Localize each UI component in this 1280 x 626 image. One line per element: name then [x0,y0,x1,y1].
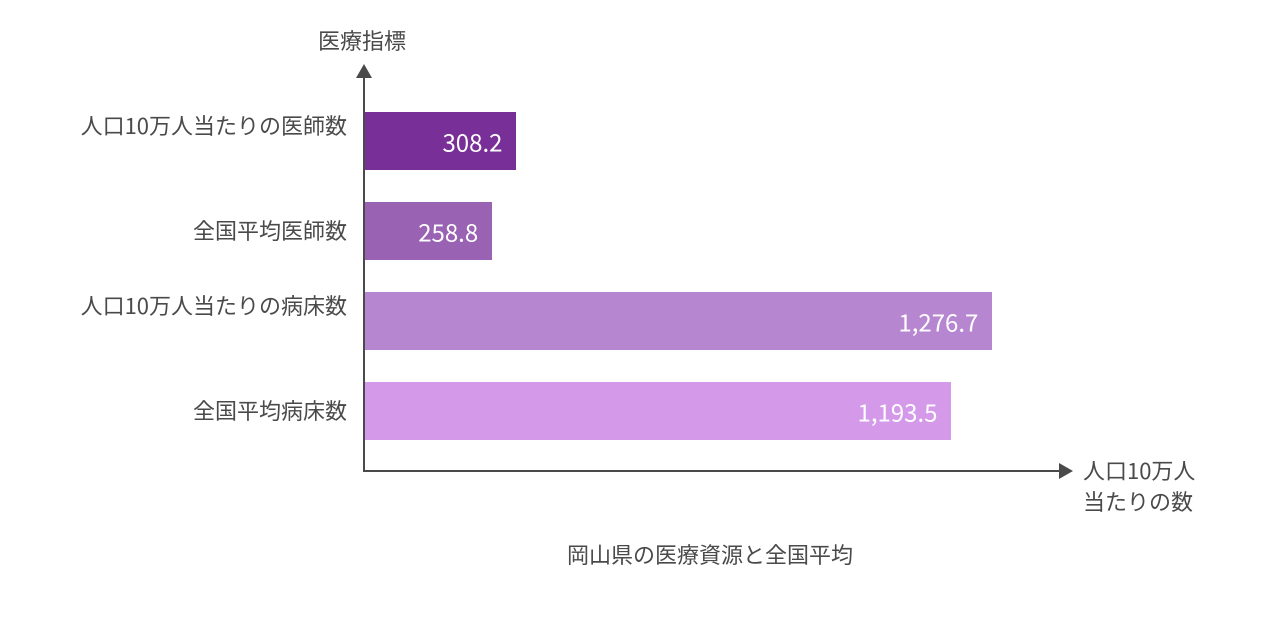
bar: 1,193.5 [365,382,951,440]
bar-value-label: 258.8 [418,214,478,249]
bar: 258.8 [365,202,492,260]
chart-caption: 岡山県の医療資源と全国平均 [450,538,970,570]
bar-value-label: 1,193.5 [858,394,938,429]
y-axis-title: 医療指標 [318,24,406,56]
x-axis-title: 人口10万人 当たりの数 [1083,455,1195,517]
x-axis-arrow-icon [1059,463,1073,479]
y-axis-arrow-icon [356,64,372,78]
category-label: 全国平均病床数 [52,395,347,427]
bar-value-label: 1,276.7 [898,304,978,339]
bar: 308.2 [365,112,516,170]
category-label: 人口10万人当たりの病床数 [52,290,347,322]
bar-chart: 医療指標 人口10万人 当たりの数 岡山県の医療資源と全国平均 人口10万人当た… [0,0,1280,626]
x-axis-line [363,470,1060,472]
category-label: 人口10万人当たりの医師数 [52,110,347,142]
category-label: 全国平均医師数 [52,215,347,247]
bar: 1,276.7 [365,292,992,350]
bar-value-label: 308.2 [442,124,502,159]
